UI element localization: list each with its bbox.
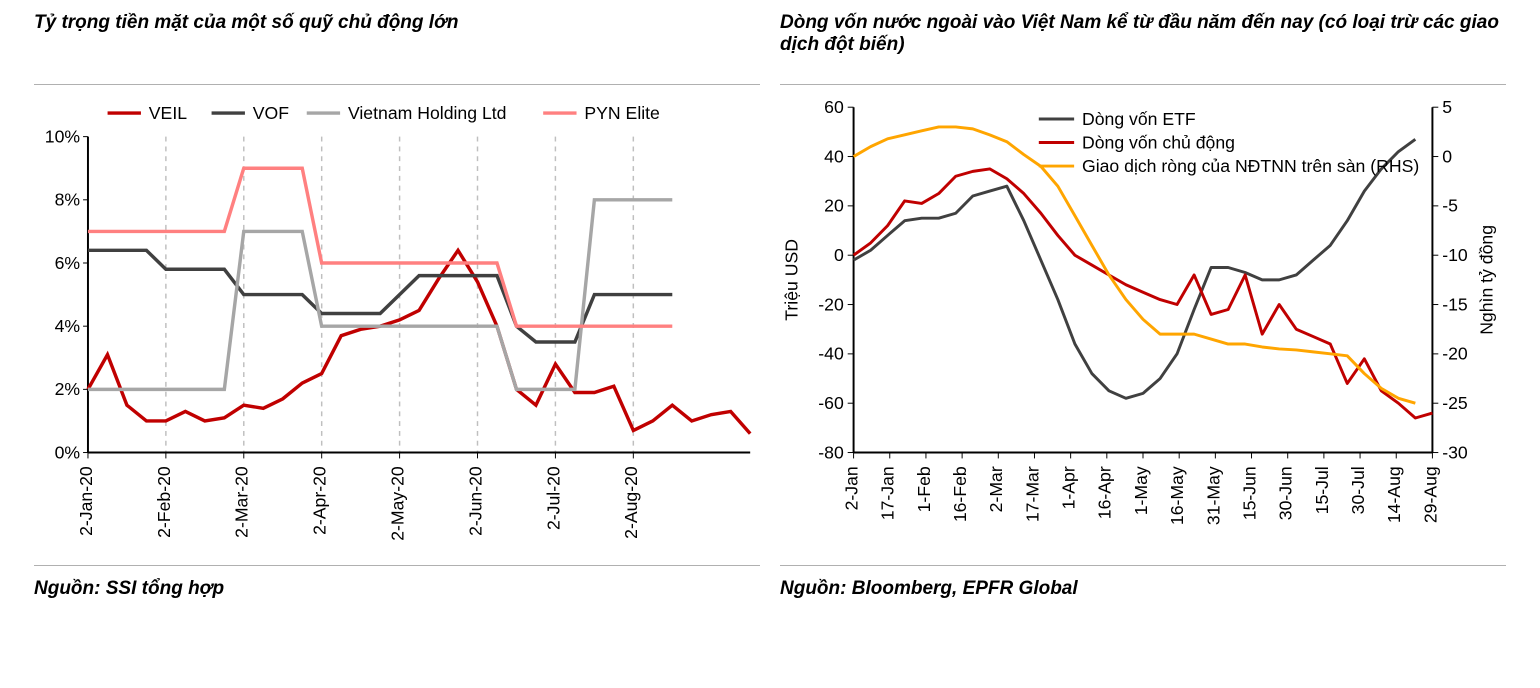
svg-text:-15: -15 (1442, 294, 1468, 314)
svg-text:Dòng vốn ETF: Dòng vốn ETF (1082, 109, 1196, 129)
left-source: Nguồn: SSI tổng hợp (34, 566, 760, 618)
svg-text:30-Jun: 30-Jun (1276, 466, 1296, 520)
right-source: Nguồn: Bloomberg, EPFR Global (780, 566, 1506, 618)
svg-text:0: 0 (834, 245, 844, 265)
right-panel: Dòng vốn nước ngoài vào Việt Nam kể từ đ… (770, 0, 1516, 618)
svg-text:2-Aug-20: 2-Aug-20 (621, 466, 641, 539)
svg-text:2-Jan: 2-Jan (842, 466, 862, 510)
svg-text:8%: 8% (55, 190, 81, 210)
left-title: Tỷ trọng tiền mặt của một số quỹ chủ độn… (34, 0, 760, 84)
svg-text:31-May: 31-May (1203, 466, 1223, 525)
svg-text:17-Jan: 17-Jan (878, 466, 898, 520)
svg-text:2-Feb-20: 2-Feb-20 (154, 466, 174, 538)
svg-text:Dòng vốn chủ động: Dòng vốn chủ động (1082, 132, 1235, 152)
svg-text:4%: 4% (55, 316, 81, 336)
svg-text:2-Mar: 2-Mar (986, 466, 1006, 512)
svg-text:-20: -20 (1442, 344, 1468, 364)
svg-text:0%: 0% (55, 442, 81, 462)
svg-text:5: 5 (1442, 97, 1452, 117)
svg-text:Giao dịch ròng của NĐTNN trên: Giao dịch ròng của NĐTNN trên sàn (RHS) (1082, 156, 1419, 176)
svg-text:-5: -5 (1442, 196, 1458, 216)
svg-text:16-Feb: 16-Feb (950, 466, 970, 522)
svg-text:2-Jun-20: 2-Jun-20 (465, 466, 485, 536)
svg-text:-25: -25 (1442, 393, 1468, 413)
svg-text:VOF: VOF (253, 103, 289, 123)
svg-text:16-May: 16-May (1167, 466, 1187, 525)
svg-text:1-Apr: 1-Apr (1059, 466, 1079, 509)
svg-text:-60: -60 (818, 393, 844, 413)
right-chart: -80 -60 -40 -20 0 20 40 60 -30 -25 -20 -15 -10 -5 0 5 Tr… (780, 85, 1506, 565)
left-chart: 0% 2% 4% 6% 8% 10% VEIL VOF Vietnam Holding Ltd P… (34, 85, 760, 565)
svg-text:-20: -20 (818, 294, 844, 314)
svg-text:2-Mar-20: 2-Mar-20 (232, 466, 252, 538)
svg-text:Triệu USD: Triệu USD (782, 239, 802, 321)
svg-text:-10: -10 (1442, 245, 1468, 265)
svg-text:16-Apr: 16-Apr (1095, 466, 1115, 519)
svg-text:10%: 10% (45, 127, 81, 147)
svg-text:2-Apr-20: 2-Apr-20 (310, 466, 330, 535)
svg-text:60: 60 (824, 97, 844, 117)
svg-text:-40: -40 (818, 344, 844, 364)
svg-text:6%: 6% (55, 253, 81, 273)
svg-text:14-Aug: 14-Aug (1384, 466, 1404, 523)
svg-text:30-Jul: 30-Jul (1348, 466, 1368, 514)
svg-text:1-May: 1-May (1131, 466, 1151, 515)
svg-text:2-May-20: 2-May-20 (388, 466, 408, 541)
svg-text:15-Jul: 15-Jul (1312, 466, 1332, 514)
svg-text:Vietnam Holding Ltd: Vietnam Holding Ltd (348, 103, 507, 123)
svg-text:1-Feb: 1-Feb (914, 466, 934, 512)
svg-text:Nghìn tỷ đồng: Nghìn tỷ đồng (1476, 225, 1496, 335)
svg-text:-30: -30 (1442, 442, 1468, 462)
svg-text:0: 0 (1442, 146, 1452, 166)
svg-text:15-Jun: 15-Jun (1239, 466, 1259, 520)
svg-text:2-Jul-20: 2-Jul-20 (543, 466, 563, 530)
svg-text:-80: -80 (818, 442, 844, 462)
svg-text:29-Aug: 29-Aug (1420, 466, 1440, 523)
right-title: Dòng vốn nước ngoài vào Việt Nam kể từ đ… (780, 0, 1506, 84)
svg-text:2%: 2% (55, 379, 81, 399)
svg-text:VEIL: VEIL (149, 103, 187, 123)
svg-text:17-Mar: 17-Mar (1022, 466, 1042, 522)
svg-text:2-Jan-20: 2-Jan-20 (76, 466, 96, 536)
left-panel: Tỷ trọng tiền mặt của một số quỹ chủ độn… (24, 0, 770, 618)
svg-text:PYN Elite: PYN Elite (584, 103, 660, 123)
svg-text:20: 20 (824, 196, 844, 216)
svg-text:40: 40 (824, 146, 844, 166)
